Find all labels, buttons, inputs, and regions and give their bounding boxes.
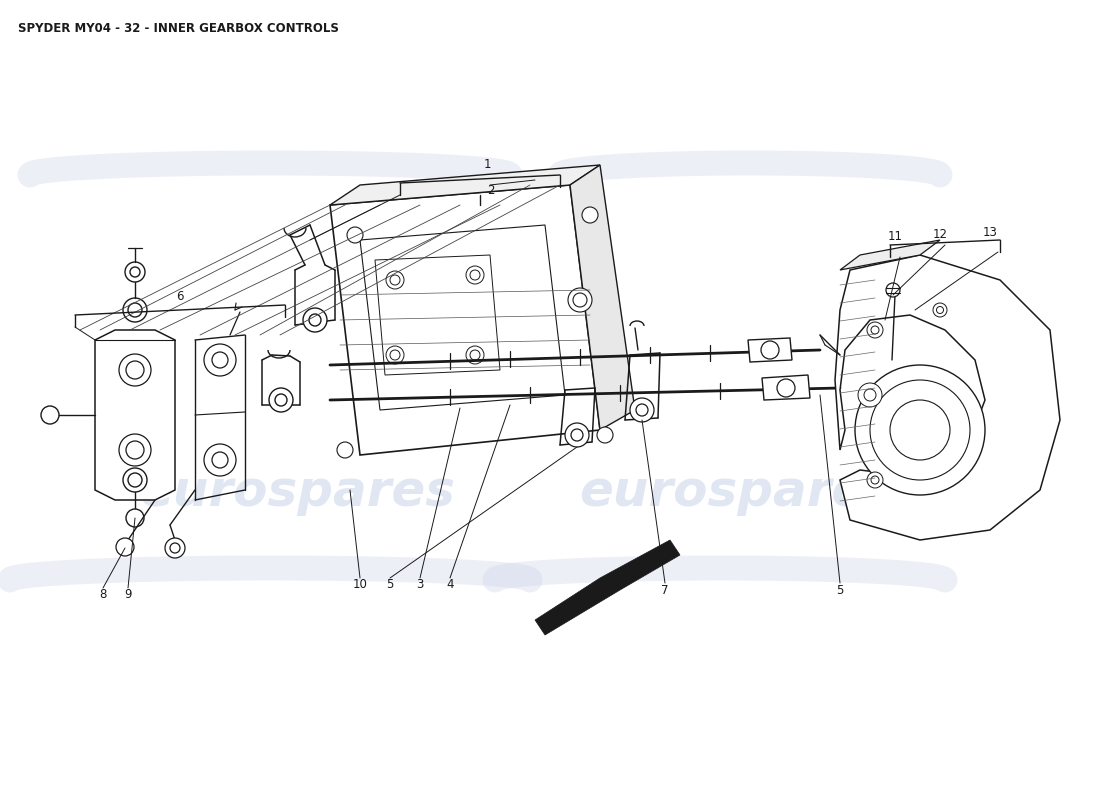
Text: 11: 11 <box>888 230 902 243</box>
Text: 1: 1 <box>483 158 491 171</box>
Circle shape <box>936 306 944 314</box>
Circle shape <box>123 468 147 492</box>
Text: 9: 9 <box>124 589 132 602</box>
Text: SPYDER MY04 - 32 - INNER GEARBOX CONTROLS: SPYDER MY04 - 32 - INNER GEARBOX CONTROL… <box>18 22 339 35</box>
Polygon shape <box>748 338 792 362</box>
Circle shape <box>630 398 654 422</box>
Circle shape <box>636 404 648 416</box>
Circle shape <box>858 383 882 407</box>
Circle shape <box>871 326 879 334</box>
Circle shape <box>890 400 950 460</box>
Text: 12: 12 <box>933 229 947 242</box>
Circle shape <box>204 344 236 376</box>
Circle shape <box>302 308 327 332</box>
Polygon shape <box>330 165 600 205</box>
Polygon shape <box>375 255 500 375</box>
Text: 2: 2 <box>487 183 495 197</box>
Text: 5: 5 <box>836 583 844 597</box>
Circle shape <box>116 538 134 556</box>
Circle shape <box>126 441 144 459</box>
Circle shape <box>337 442 353 458</box>
Polygon shape <box>570 165 635 430</box>
Circle shape <box>204 444 236 476</box>
Circle shape <box>871 476 879 484</box>
Circle shape <box>123 298 147 322</box>
Circle shape <box>582 207 598 223</box>
Circle shape <box>386 346 404 364</box>
Polygon shape <box>95 330 175 500</box>
Text: 5: 5 <box>386 578 394 591</box>
Circle shape <box>571 429 583 441</box>
Circle shape <box>128 473 142 487</box>
Text: eurospares: eurospares <box>139 468 455 516</box>
Circle shape <box>128 303 142 317</box>
Text: 13: 13 <box>982 226 998 239</box>
Text: eurospares: eurospares <box>579 468 895 516</box>
Text: 7: 7 <box>661 583 669 597</box>
Circle shape <box>130 267 140 277</box>
Circle shape <box>126 361 144 379</box>
Circle shape <box>126 509 144 527</box>
Circle shape <box>386 271 404 289</box>
Circle shape <box>870 380 970 480</box>
Circle shape <box>119 434 151 466</box>
Circle shape <box>568 288 592 312</box>
Circle shape <box>933 303 947 317</box>
Polygon shape <box>330 185 600 455</box>
Circle shape <box>565 423 588 447</box>
Circle shape <box>170 543 180 553</box>
Circle shape <box>390 275 400 285</box>
Polygon shape <box>535 540 680 635</box>
Circle shape <box>466 346 484 364</box>
Text: 4: 4 <box>447 578 453 591</box>
Polygon shape <box>840 240 940 270</box>
Circle shape <box>597 427 613 443</box>
Circle shape <box>867 472 883 488</box>
Circle shape <box>864 389 876 401</box>
Circle shape <box>761 341 779 359</box>
Text: 8: 8 <box>99 589 107 602</box>
Circle shape <box>855 365 984 495</box>
Circle shape <box>119 354 151 386</box>
Circle shape <box>275 394 287 406</box>
Text: 10: 10 <box>353 578 367 591</box>
Circle shape <box>867 322 883 338</box>
Circle shape <box>886 283 900 297</box>
Circle shape <box>573 293 587 307</box>
Circle shape <box>165 538 185 558</box>
Circle shape <box>466 266 484 284</box>
Circle shape <box>125 262 145 282</box>
Circle shape <box>212 452 228 468</box>
Circle shape <box>270 388 293 412</box>
Text: 6: 6 <box>176 290 184 303</box>
Circle shape <box>777 379 795 397</box>
Polygon shape <box>762 375 810 400</box>
Polygon shape <box>835 255 1060 540</box>
Polygon shape <box>360 225 565 410</box>
Circle shape <box>470 350 480 360</box>
Circle shape <box>470 270 480 280</box>
Circle shape <box>212 352 228 368</box>
Circle shape <box>309 314 321 326</box>
Circle shape <box>390 350 400 360</box>
Circle shape <box>41 406 59 424</box>
Text: 3: 3 <box>416 578 424 591</box>
Circle shape <box>346 227 363 243</box>
